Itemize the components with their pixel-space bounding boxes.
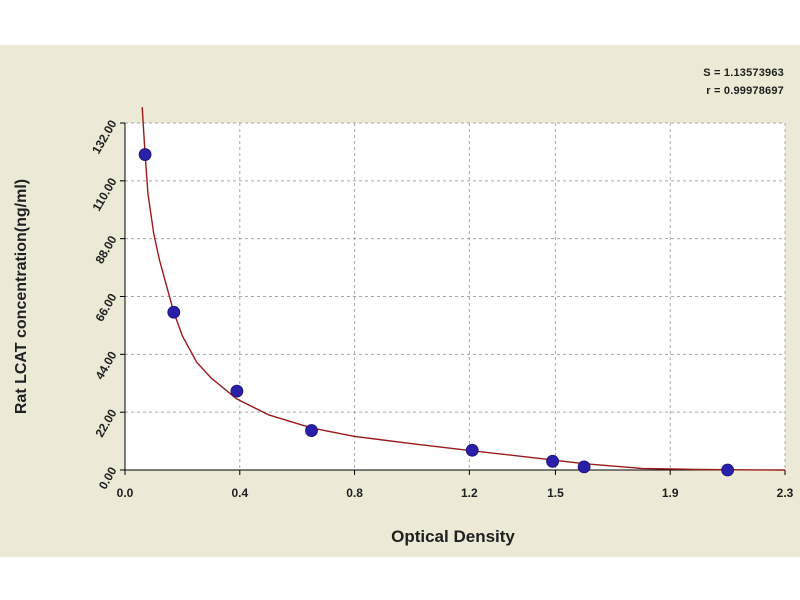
standard-curve-chart: 0.0 0.4 0.8 1.2 1.5 1.9 2.30.0022.0044.0066.00… <box>13 107 794 546</box>
x-tick-label: 2.3 <box>777 486 794 500</box>
data-point <box>167 305 181 319</box>
y-axis-title: Rat LCAT concentration(ng/ml) <box>13 179 30 414</box>
x-tick-label: 1.2 <box>461 486 478 500</box>
fit-s-value: S = 1.13573963 <box>703 67 784 79</box>
y-tick-label: 110.00 <box>89 175 119 213</box>
data-point <box>721 463 735 477</box>
y-tick-label: 66.00 <box>92 291 119 324</box>
data-point <box>546 454 559 468</box>
y-tick-label: 44.00 <box>92 349 119 382</box>
data-point <box>230 384 244 398</box>
y-tick-label: 22.00 <box>92 406 119 439</box>
y-tick-label: 88.00 <box>92 233 119 266</box>
data-point <box>465 443 479 457</box>
x-axis-title: Optical Density <box>391 527 515 546</box>
x-tick-label: 1.9 <box>662 486 679 500</box>
x-tick-label: 0.4 <box>231 486 248 500</box>
data-point <box>138 148 152 161</box>
x-tick-label: 0.8 <box>346 486 363 500</box>
chart-panel: S = 1.13573963 r = 0.99978697 0.0 0.4 0.8 1… <box>0 45 800 557</box>
y-tick-label: 132.00 <box>89 117 120 156</box>
data-point <box>305 424 318 437</box>
fitted-curve-line <box>141 107 786 471</box>
x-tick-label: 0.0 <box>117 486 134 500</box>
data-point <box>577 460 591 474</box>
fit-r-value: r = 0.99978697 <box>706 85 784 97</box>
x-tick-label: 1.5 <box>547 486 564 500</box>
